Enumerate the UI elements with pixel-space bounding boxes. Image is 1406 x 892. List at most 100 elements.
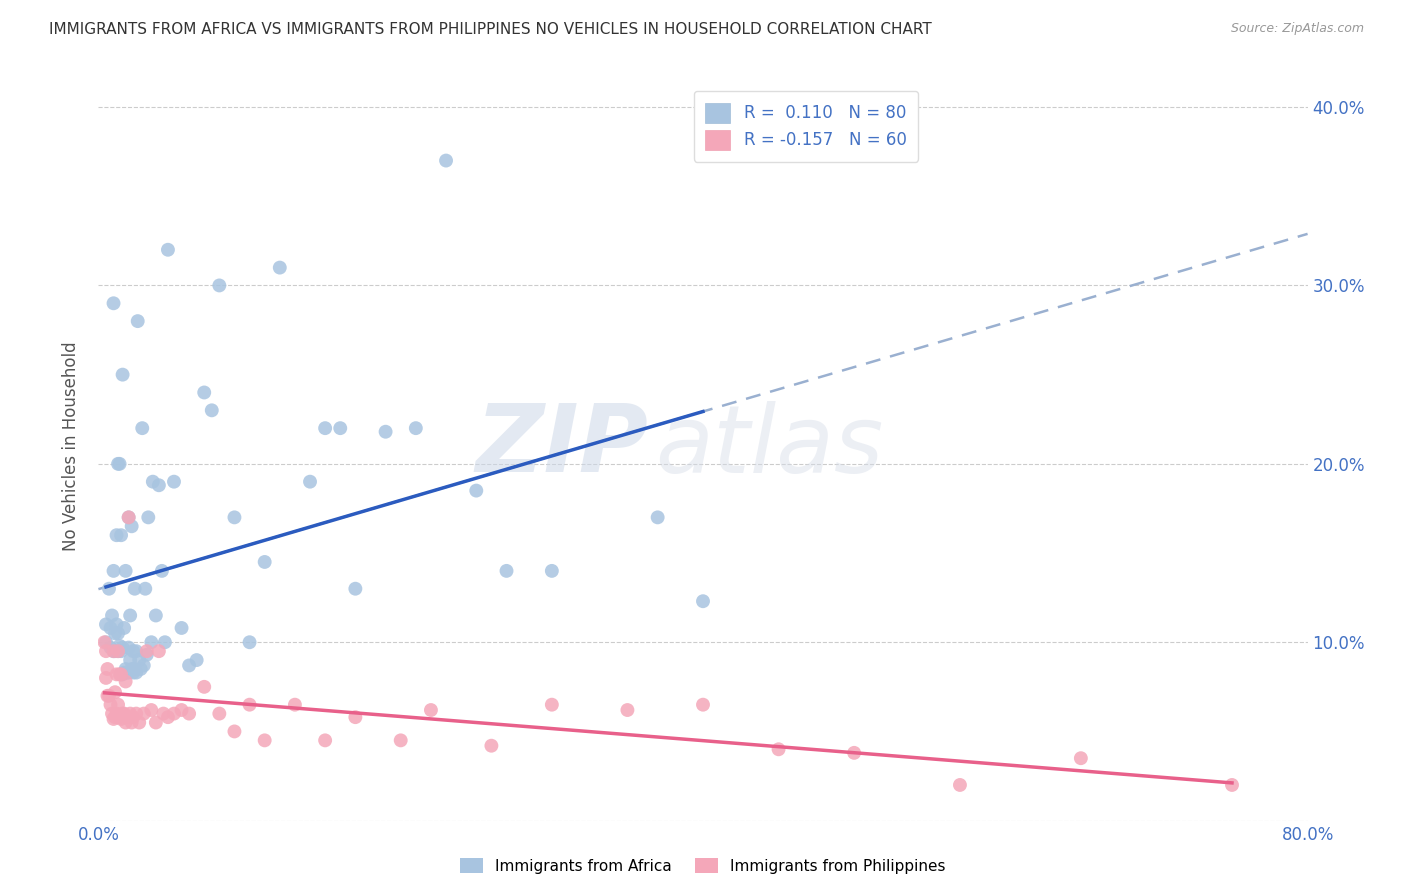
Point [112,706,135,721]
Point [105,706,128,721]
Point [94,635,117,649]
Point [103,644,125,658]
Point [127,314,149,328]
Point [131,421,153,435]
Point [389,733,412,747]
Point [145,715,167,730]
Point [125,665,148,680]
Point [103,296,125,310]
Point [98,689,121,703]
Point [314,733,336,747]
Point [124,662,146,676]
Point [163,706,186,721]
Point [156,710,179,724]
Point [122,710,145,724]
Point [108,457,131,471]
Point [118,510,141,524]
Point [141,635,163,649]
Point [107,644,129,658]
Point [201,403,224,417]
Point [224,724,246,739]
Point [692,594,714,608]
Point [253,555,276,569]
Text: Source: ZipAtlas.com: Source: ZipAtlas.com [1230,22,1364,36]
Point [104,626,127,640]
Point [481,739,503,753]
Point [136,510,159,524]
Point [100,698,122,712]
Point [125,706,148,721]
Point [107,698,129,712]
Point [101,706,124,721]
Point [208,706,231,721]
Point [145,608,167,623]
Legend: R =  0.110   N = 80, R = -0.157   N = 60: R = 0.110 N = 80, R = -0.157 N = 60 [693,91,918,161]
Point [107,457,129,471]
Point [134,582,156,596]
Point [110,667,132,681]
Point [104,685,127,699]
Point [100,621,122,635]
Point [141,703,163,717]
Point [224,510,246,524]
Point [121,519,143,533]
Y-axis label: No Vehicles in Household: No Vehicles in Household [62,341,80,551]
Point [193,680,215,694]
Text: IMMIGRANTS FROM AFRICA VS IMMIGRANTS FROM PHILIPPINES NO VEHICLES IN HOUSEHOLD C: IMMIGRANTS FROM AFRICA VS IMMIGRANTS FRO… [49,22,932,37]
Point [110,712,132,726]
Point [105,528,128,542]
Point [103,712,125,726]
Point [844,746,866,760]
Point [114,674,136,689]
Point [434,153,457,168]
Point [208,278,231,293]
Point [170,621,193,635]
Point [105,617,128,632]
Point [93,635,115,649]
Point [949,778,972,792]
Point [128,653,150,667]
Point [344,582,367,596]
Point [118,665,141,680]
Text: ZIP: ZIP [475,400,648,492]
Point [148,644,170,658]
Point [114,662,136,676]
Point [112,665,135,680]
Point [193,385,215,400]
Point [115,710,138,724]
Point [108,710,131,724]
Point [692,698,714,712]
Point [121,662,143,676]
Point [150,564,173,578]
Point [269,260,291,275]
Point [115,665,138,680]
Point [111,667,134,681]
Point [101,608,124,623]
Point [94,644,117,658]
Point [108,667,131,681]
Point [239,698,262,712]
Point [768,742,790,756]
Point [111,706,134,721]
Point [103,644,125,658]
Point [121,715,143,730]
Point [111,368,134,382]
Point [179,706,201,721]
Point [111,640,134,655]
Point [96,689,118,703]
Point [118,640,141,655]
Point [104,644,127,658]
Point [107,644,129,658]
Point [420,703,443,717]
Point [120,653,142,667]
Point [122,665,145,680]
Point [129,662,152,676]
Point [374,425,396,439]
Point [540,698,562,712]
Point [118,510,141,524]
Point [98,582,121,596]
Point [156,243,179,257]
Point [108,639,131,653]
Point [253,733,276,747]
Point [153,635,176,649]
